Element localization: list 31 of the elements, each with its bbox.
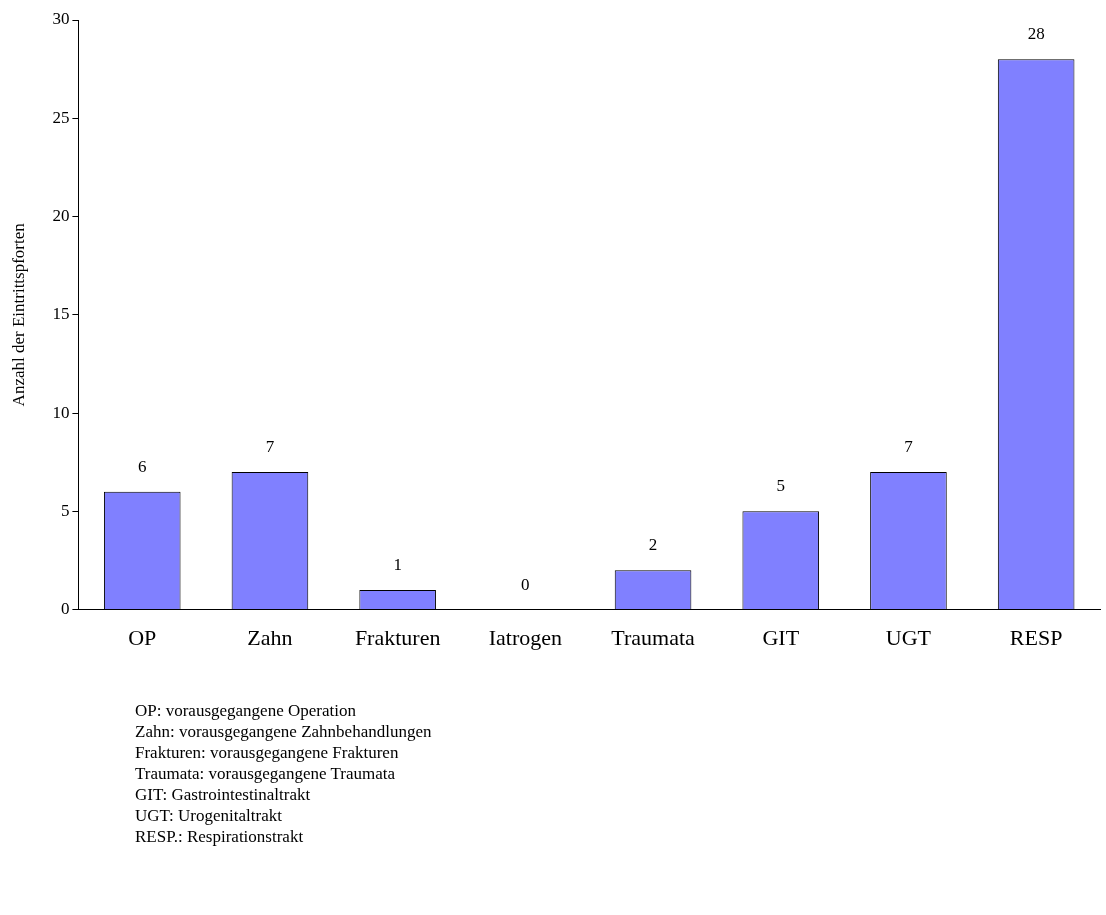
x-tick-label: RESP xyxy=(1009,624,1063,650)
x-tick-label: Iatrogen xyxy=(488,624,562,650)
y-tick-label: 20 xyxy=(52,206,70,225)
data-label: 28 xyxy=(1027,24,1045,44)
y-axis-title: Anzahl der Eintrittspforten xyxy=(8,222,28,407)
text: UGT: Urogenitaltrakt xyxy=(135,805,283,826)
data-label: 2 xyxy=(648,535,658,555)
text: Zahn: vorausgegangene Zahnbehandlungen xyxy=(135,721,432,742)
text: RESP.: Respirationstrakt xyxy=(135,826,305,847)
y-tick-label: 25 xyxy=(52,107,70,127)
data-label: 6 xyxy=(138,456,147,476)
y-tick-label: 0 xyxy=(60,599,70,619)
x-tick-label: Zahn xyxy=(247,624,293,650)
data-label: 7 xyxy=(904,437,914,456)
text: Frakturen: vorausgegangene Frakturen xyxy=(135,742,400,763)
x-tick-label: Traumata xyxy=(611,624,696,650)
data-label: 7 xyxy=(265,437,275,456)
x-tick-label: Frakturen xyxy=(354,624,441,650)
y-tick-label: 10 xyxy=(52,402,70,422)
text: GIT: Gastrointestinaltrakt xyxy=(135,784,312,805)
y-tick-label: 5 xyxy=(60,500,70,520)
y-tick-label: 15 xyxy=(52,304,70,324)
x-tick-label: UGT xyxy=(885,624,932,650)
x-tick-label: OP xyxy=(128,624,157,650)
text: Traumata: vorausgegangene Traumata xyxy=(135,763,396,784)
data-label: 0 xyxy=(521,574,530,594)
text: OP: vorausgegangene Operation xyxy=(135,700,357,721)
data-label: 1 xyxy=(393,554,402,574)
data-label: 5 xyxy=(776,476,785,496)
x-tick-label: GIT xyxy=(762,624,800,650)
y-tick-label: 30 xyxy=(52,9,70,29)
